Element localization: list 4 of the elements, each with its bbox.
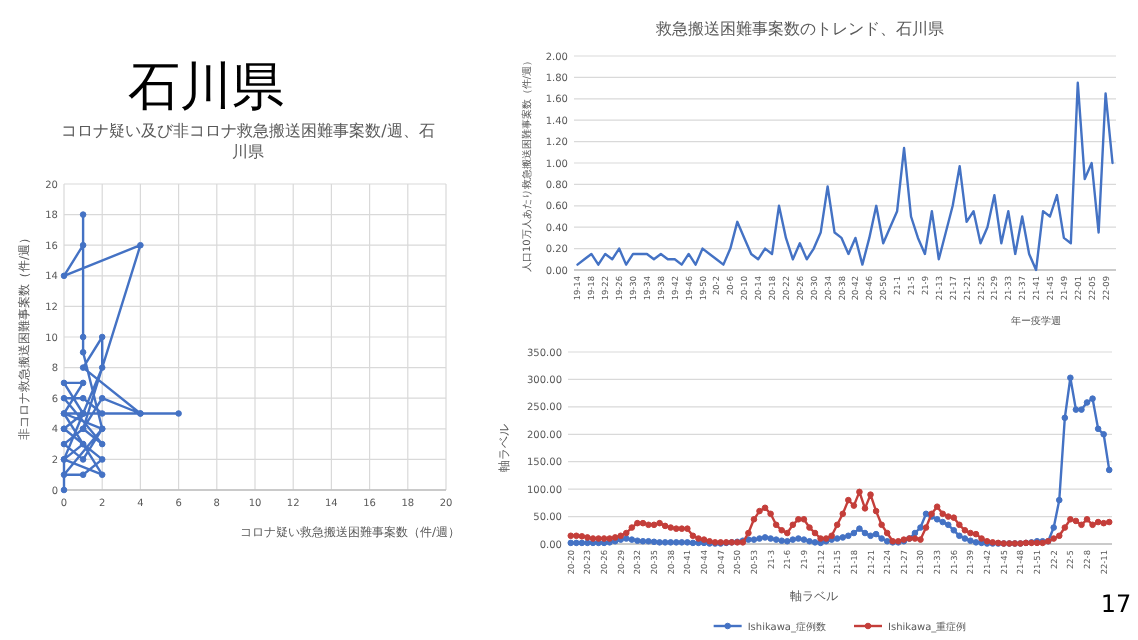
- chart-title: 救急搬送困難事案数のトレンド、石川県: [654, 20, 944, 38]
- chart-title: コロナ疑い及び非コロナ救急搬送困難事案数/週、石川県: [61, 122, 435, 161]
- text: 石川県: [128, 58, 284, 118]
- text: 17: [1100, 590, 1132, 618]
